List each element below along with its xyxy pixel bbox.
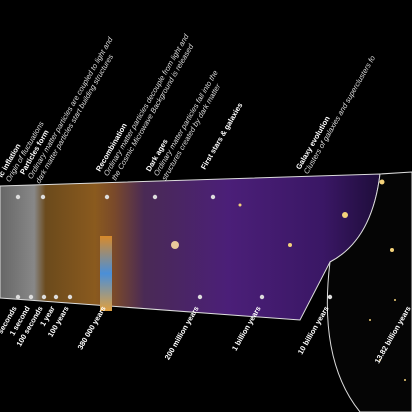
present-universe <box>326 171 412 412</box>
cmb-strip <box>100 236 112 311</box>
marker <box>327 294 333 300</box>
epoch-description: structures created by dark matter <box>160 82 223 182</box>
marker <box>210 194 216 200</box>
marker <box>15 294 21 300</box>
galaxies <box>171 179 406 381</box>
marker <box>104 194 110 200</box>
marker <box>67 294 73 300</box>
marker <box>197 294 203 300</box>
marker <box>41 294 47 300</box>
marker <box>40 194 46 200</box>
marker <box>15 194 21 200</box>
marker <box>152 194 158 200</box>
time-label: 380 000 years <box>76 305 108 352</box>
time-label: 200 million years <box>163 305 201 362</box>
marker <box>259 294 265 300</box>
marker <box>28 294 34 300</box>
markers <box>15 194 333 300</box>
epoch-description: Clusters of galaxies and superclusters f… <box>302 54 377 175</box>
marker <box>53 294 59 300</box>
